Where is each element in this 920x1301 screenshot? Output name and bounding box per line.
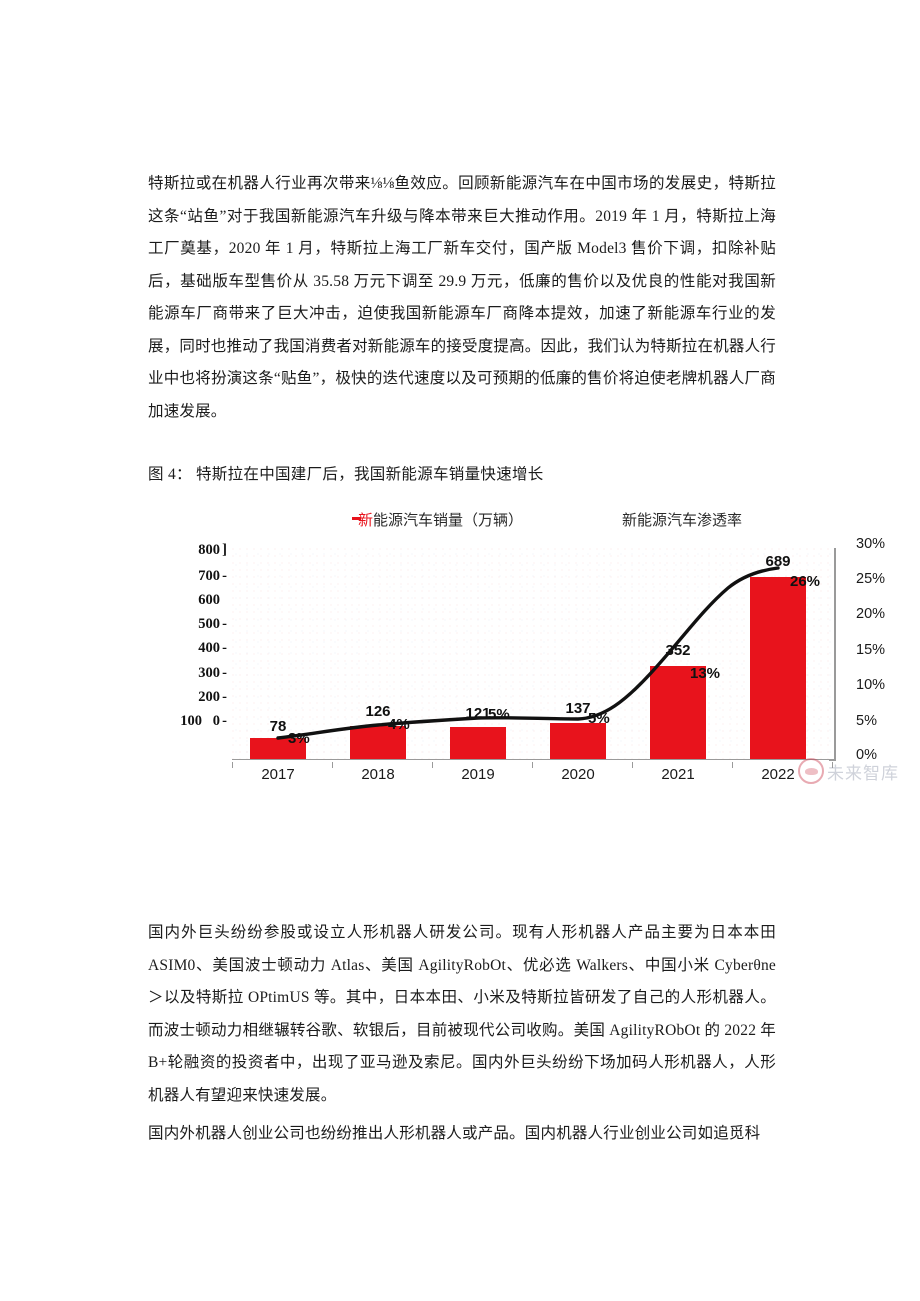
y-axis-right-line bbox=[829, 548, 836, 761]
chart-series-layer: 78 126 121 137 352 689 3% 4% 5% 5% 13% 2… bbox=[232, 548, 834, 759]
pct-label-2017: 3% bbox=[288, 730, 310, 747]
chart-plot-area: 78 126 121 137 352 689 3% 4% 5% 5% 13% 2… bbox=[232, 548, 834, 760]
y-left-tick-300: 300 bbox=[198, 665, 226, 682]
bar-2019 bbox=[450, 727, 506, 759]
y-right-tick-20: 20% bbox=[856, 606, 886, 622]
y-right-tick-25: 25% bbox=[856, 571, 886, 587]
figure-caption: 图 4： 特斯拉在中国建厂后，我国新能源车销量快速增长 bbox=[148, 466, 544, 483]
bar-label-2022: 689 bbox=[765, 553, 791, 570]
pct-label-2022: 26% bbox=[790, 573, 821, 590]
y-left-tick-700: 700 bbox=[198, 568, 226, 585]
y-right-tick-15: 15% bbox=[856, 642, 886, 658]
x-label-2021: 2021 bbox=[661, 766, 695, 783]
y-right-tick-30: 30% bbox=[856, 536, 886, 552]
x-label-2018: 2018 bbox=[361, 766, 395, 783]
legend-item-penetration: 新能源汽车渗透率 bbox=[622, 512, 743, 529]
y-left-tick-100: 100 bbox=[180, 713, 202, 729]
y-right-tick-0: 0% bbox=[856, 747, 877, 763]
paragraph-giants: 国内外巨头纷纷参股或设立人形机器人研发公司。现有人形机器人产品主要为日本本田 A… bbox=[148, 924, 776, 1104]
y-axis-left: 800 700 600 500 400 300 200 100 0 bbox=[150, 542, 228, 760]
bar-2022 bbox=[750, 577, 806, 759]
y-left-tick-600: 600 bbox=[198, 592, 220, 608]
bar-2018 bbox=[350, 726, 406, 759]
bar-label-2020: 137 bbox=[565, 700, 591, 717]
y-left-tick-500: 500 bbox=[198, 616, 226, 633]
x-axis: 2017 2018 2019 2020 2021 2022 bbox=[232, 762, 834, 790]
paragraph-intro: 特斯拉或在机器人行业再次带来⅛⅛鱼效应。回顾新能源汽车在中国市场的发展史，特斯拉… bbox=[148, 175, 777, 420]
pct-label-2021: 13% bbox=[690, 665, 721, 682]
y-left-tick-200: 200 bbox=[198, 689, 226, 706]
x-label-2020: 2020 bbox=[561, 766, 595, 783]
x-label-2017: 2017 bbox=[261, 766, 295, 783]
pct-label-2018: 4% bbox=[388, 716, 410, 733]
y-right-tick-5: 5% bbox=[856, 713, 877, 729]
penetration-trend-line bbox=[276, 566, 780, 740]
chart-figure-4: 新能源汽车销量（万辆） 新能源汽车渗透率 800 700 600 500 400… bbox=[150, 500, 912, 800]
y-left-tick-400: 400 bbox=[198, 640, 226, 657]
pct-label-2019: 5% bbox=[488, 706, 510, 723]
bar-label-2018: 126 bbox=[365, 703, 391, 720]
y-left-tick-0: 0 bbox=[213, 713, 228, 730]
pct-label-2020: 5% bbox=[588, 710, 610, 727]
y-left-tick-800: 800 bbox=[198, 542, 226, 559]
bar-2021 bbox=[650, 666, 706, 759]
legend-item-sales-rest: 能源汽车销量（万辆） bbox=[373, 512, 524, 529]
paragraph-startups: 国内外机器人创业公司也纷纷推出人形机器人或产品。国内机器人行业创业公司如追觅科 bbox=[148, 1125, 761, 1142]
y-right-tick-10: 10% bbox=[856, 677, 886, 693]
bar-label-2017: 78 bbox=[269, 718, 287, 735]
chart-legend: 新能源汽车销量（万辆） 新能源汽车渗透率 bbox=[150, 500, 912, 542]
y-axis-right: 30% 25% 20% 15% 10% 5% 0% bbox=[842, 536, 920, 763]
bar-label-2021: 352 bbox=[665, 642, 691, 659]
x-label-2022: 2022 bbox=[761, 766, 795, 783]
bar-2020 bbox=[550, 723, 606, 759]
legend-marker-sales bbox=[352, 517, 361, 520]
legend-item-sales: 新能源汽车销量（万辆） bbox=[358, 510, 523, 532]
legend-item-sales-lead: 新 bbox=[358, 512, 374, 529]
bar-2017 bbox=[250, 738, 306, 759]
x-label-2019: 2019 bbox=[461, 766, 495, 783]
